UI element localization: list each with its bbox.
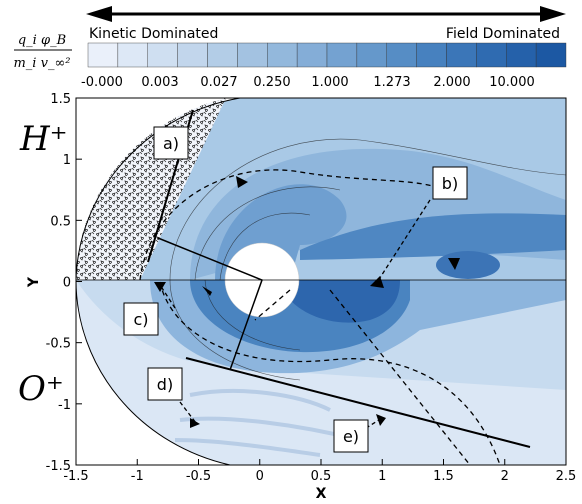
panel-label-c: c): [123, 302, 159, 336]
colorbar-cell: [446, 42, 477, 68]
arrow-e-head-icon: [376, 414, 386, 426]
colorbar-cell: [506, 42, 537, 68]
panel-label-e: e): [333, 419, 369, 453]
x-tick-label: -1.5: [63, 469, 88, 484]
colorbar-cell: [267, 42, 298, 68]
colorbar-tick-label: 1.273: [373, 75, 410, 90]
colorbar-cell: [237, 42, 268, 68]
x-tick-label: -1: [131, 469, 144, 484]
x-tick-label: 0: [256, 469, 264, 484]
arrow-b1-head-icon: [370, 276, 384, 288]
colorbar-tick-label: 0.250: [253, 75, 290, 90]
arrow-a-head-icon: [236, 176, 248, 188]
x-axis-ticks: -1.5 -1 -0.5 0 0.5 1 1.5 2 2.5: [63, 459, 576, 484]
panel-label-a: a): [153, 126, 189, 160]
boundary-line-e: [185, 357, 531, 448]
arrow-b-shaft: [375, 199, 431, 285]
colorbar-tick-label: 0.027: [200, 75, 237, 90]
arrow-d-shaft: [179, 401, 197, 424]
svg-text:e): e): [343, 427, 359, 446]
colorbar-cell: [177, 42, 208, 68]
arrow-c-head-icon: [154, 282, 166, 292]
upper-tail-blob: [436, 251, 500, 279]
colorbar-tick-label: 0.003: [141, 75, 178, 90]
x-axis-label: X: [316, 486, 327, 502]
y-axis-label: Y: [26, 276, 42, 288]
upper-species-label: H⁺: [19, 119, 68, 159]
formula-denominator: m_i v_∞²: [13, 56, 70, 71]
lower-species-label: O⁺: [18, 369, 64, 409]
arrow-b2-head-icon: [448, 258, 460, 270]
colorbar-tick-label: 10.000: [489, 75, 535, 90]
svg-text:d): d): [157, 375, 173, 394]
panel-label-b: b): [432, 166, 468, 200]
arrow-c-shaft: [161, 287, 176, 309]
bow-shock-lower: [76, 279, 231, 465]
colorbar-cell: [87, 42, 119, 68]
colorbar-cell: [117, 42, 148, 68]
y-tick-label: 1: [63, 153, 71, 168]
colorbar-cell: [416, 42, 447, 68]
upper-tail-band: [300, 213, 566, 260]
colorbar: q_i φ_B m_i v_∞² Kinetic Dominated Field…: [13, 6, 567, 90]
y-tick-label: 0.5: [50, 214, 71, 229]
x-tick-label: 2.5: [556, 469, 577, 484]
colorbar-cell: [147, 42, 178, 68]
panel-labels: a) b) c) d) e): [123, 126, 468, 453]
x-tick-label: 2: [501, 469, 509, 484]
y-tick-label: -1.5: [46, 459, 71, 474]
colorbar-tick-label: -0.000: [81, 75, 123, 90]
colorbar-cells: [87, 42, 567, 68]
arrow-c2-head-icon: [202, 286, 212, 296]
colorbar-cell: [476, 42, 507, 68]
colorbar-cell: [535, 42, 567, 68]
x-tick-label: 0.5: [311, 469, 332, 484]
svg-text:c): c): [133, 310, 148, 329]
colorbar-cell: [326, 42, 358, 68]
kinetic-dominated-label: Kinetic Dominated: [89, 26, 218, 42]
panel-label-d: d): [147, 367, 183, 401]
svg-text:a): a): [163, 134, 179, 153]
plot-area: -1.5 -1 -0.5 0 0.5 1 1.5 2 2.5 1.510.50-0.5-1-1.…: [18, 92, 576, 502]
y-tick-label: 1.5: [50, 92, 71, 107]
colorbar-cell: [207, 42, 238, 68]
y-tick-label: -1: [58, 398, 71, 413]
colorbar-tick-label: 2.000: [433, 75, 470, 90]
dashed-path-upper: [139, 169, 456, 281]
x-tick-label: -0.5: [186, 469, 211, 484]
colorbar-cell: [386, 42, 417, 68]
dashed-inner-arrow: [254, 289, 291, 321]
dashed-diagonal: [329, 289, 471, 465]
x-tick-label: 1: [378, 469, 386, 484]
field-dominated-label: Field Dominated: [446, 26, 560, 42]
colorbar-tick-labels: -0.000 0.003 0.027 0.250 1.000 1.273 2.000 10.0…: [81, 75, 535, 90]
y-axis-ticks: 1.5 1 0.5 0 -0.5 -1 -1.5: [46, 92, 82, 474]
arrow-right-icon: [540, 6, 566, 22]
colorbar-cell: [356, 42, 387, 68]
y-tick-label: -0.5: [46, 337, 71, 352]
svg-text:b): b): [442, 174, 458, 193]
x-tick-label: 1.5: [433, 469, 454, 484]
arrow-d-head-icon: [190, 418, 200, 428]
arrow-left-icon: [86, 6, 112, 22]
colorbar-cell: [296, 42, 328, 68]
y-tick-label: 0: [63, 276, 71, 291]
arrow-e-shaft: [359, 417, 383, 433]
formula-numerator: q_i φ_B: [18, 33, 66, 48]
bow-shock-upper: [76, 98, 241, 281]
contour-lines: [169, 138, 566, 381]
lower-core-region: [280, 280, 400, 323]
colorbar-tick-label: 1.000: [311, 75, 348, 90]
